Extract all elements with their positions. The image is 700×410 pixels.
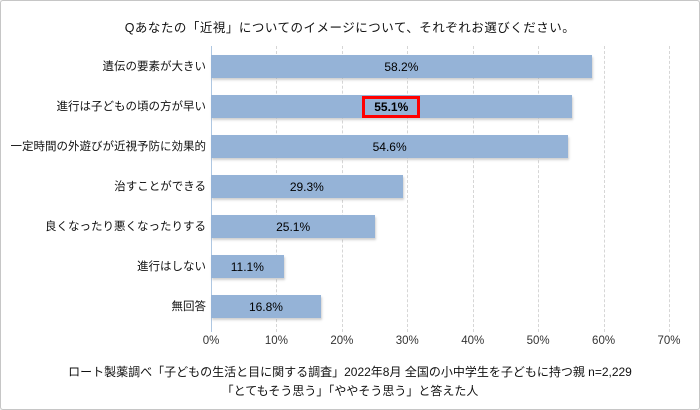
bar: 54.6% [211,135,569,158]
gridline [538,46,540,332]
gridline [669,46,670,332]
category-label: 一定時間の外遊びが近視予防に効果的 [10,141,207,153]
bar-rows: 遺伝の要素が大きい 58.2% 進行は子どもの頃の方が早い 55.1% 一定時間… [11,46,669,332]
x-tick-label: 10% [264,335,288,347]
gridline [603,46,605,332]
gridline [407,46,409,332]
category-label: 遺伝の要素が大きい [102,61,207,73]
source-footer: ロート製薬調べ「子どもの生活と目に関する調査」2022年8月 全国の小中学生を子… [1,363,699,401]
bar: 16.8% [211,295,321,318]
bar-row: 無回答 16.8% [172,286,669,326]
bar: 55.1% [211,95,572,118]
value-label: 16.8% [248,299,283,314]
source-line-1: ロート製薬調べ「子どもの生活と目に関する調査」2022年8月 全国の小中学生を子… [68,365,632,379]
category-label: 無回答 [171,301,207,313]
value-label: 54.6% [372,139,407,154]
category-label: 進行は子どもの頃の方が早い [56,101,207,113]
bar-row: 遺伝の要素が大きい 58.2% [103,46,669,86]
bar-row: 良くなったり悪くなったりする 25.1% [45,206,669,246]
bar: 11.1% [211,255,284,278]
value-label: 25.1% [276,219,311,234]
bar: 29.3% [211,175,403,198]
x-axis: 0% 10% 20% 30% 40% 50% 60% 70% [203,335,681,351]
x-tick-label: 20% [330,335,354,347]
value-label: 11.1% [230,259,264,274]
bar-row: 進行はしない 11.1% [137,246,669,286]
plot-area: 遺伝の要素が大きい 58.2% 進行は子どもの頃の方が早い 55.1% 一定時間… [11,46,670,332]
gridline [472,46,474,332]
category-label: 治すことができる [114,181,206,193]
category-label: 進行はしない [137,261,206,273]
x-tick-label: 50% [526,335,550,347]
chart-title: Qあなたの「近視」についてのイメージについて、それぞれお選びください。 [124,21,576,35]
x-tick-label: 40% [461,335,485,347]
x-tick-label: 30% [395,335,419,347]
bar: 58.2% [211,55,592,78]
x-tick-label: 70% [657,335,681,347]
bar: 25.1% [211,215,376,238]
category-label: 良くなったり悪くなったりする [45,221,206,233]
bar-row: 進行は子どもの頃の方が早い 55.1% [57,86,669,126]
x-tick-label: 0% [202,335,220,347]
x-tick-label: 60% [592,335,616,347]
value-label: 58.2% [384,59,419,74]
value-label: 55.1% [362,95,421,118]
bar-row: 治すことができる 29.3% [114,166,669,206]
source-line-2: 「とてもそう思う」「ややそう思う」と答えた人 [221,384,479,398]
value-label: 29.3% [289,179,324,194]
bar-row: 一定時間の外遊びが近視予防に効果的 54.6% [11,126,669,166]
